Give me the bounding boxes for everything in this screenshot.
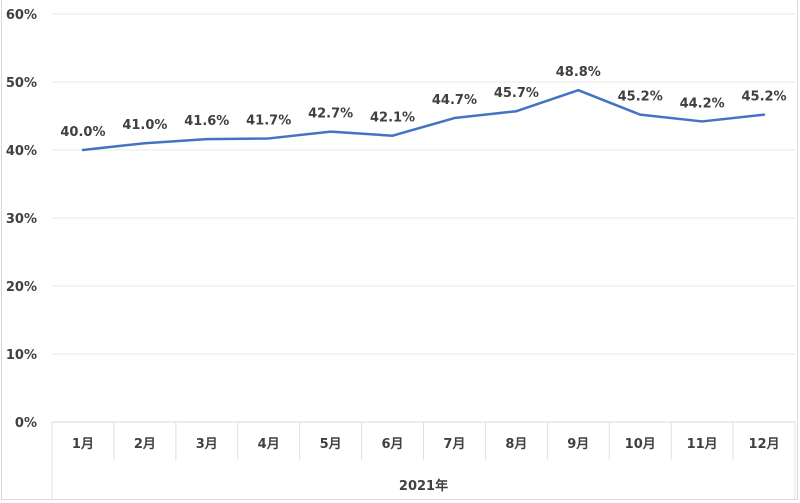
y-tick-label: 20% (6, 280, 37, 295)
data-point (143, 142, 147, 145)
data-label: 41.0% (122, 118, 167, 133)
x-tick-label: 9月 (567, 437, 589, 452)
data-label: 41.7% (246, 113, 291, 128)
series-line (82, 88, 765, 152)
x-tick-label: 5月 (320, 437, 342, 452)
data-label: 45.2% (741, 90, 786, 105)
x-tick-label: 11月 (687, 437, 718, 452)
data-point (81, 148, 85, 152)
data-point (762, 113, 766, 116)
data-label: 45.2% (618, 90, 663, 105)
y-tick-label: 0% (15, 416, 37, 431)
data-point (329, 130, 332, 133)
x-tick-label: 6月 (382, 437, 404, 452)
x-tick-label: 3月 (196, 437, 218, 452)
data-label: 42.7% (308, 107, 353, 122)
y-tick-label: 30% (6, 212, 37, 227)
data-label: 48.8% (556, 65, 601, 80)
data-label: 44.2% (680, 96, 725, 111)
y-tick-label: 10% (6, 348, 37, 363)
x-tick-label: 10月 (625, 437, 656, 452)
data-point (267, 137, 270, 140)
y-tick-label: 50% (6, 76, 37, 91)
data-point (577, 88, 580, 92)
x-group-label: 2021年 (399, 478, 448, 494)
x-tick-label: 7月 (443, 437, 465, 452)
y-tick-label: 40% (6, 144, 37, 159)
data-point (205, 137, 208, 141)
x-tick-label: 12月 (748, 437, 779, 452)
data-point (391, 134, 394, 137)
data-point (453, 116, 456, 120)
data-label: 44.7% (432, 93, 477, 108)
data-point (700, 120, 704, 123)
x-tick-label: 4月 (258, 437, 280, 452)
x-tick-label: 1月 (72, 437, 94, 452)
x-tick-label: 2月 (134, 437, 156, 452)
data-point (639, 113, 642, 116)
data-label: 42.1% (370, 111, 415, 126)
data-label: 40.0% (60, 125, 105, 140)
y-tick-label: 60% (6, 8, 37, 23)
data-label: 45.7% (494, 86, 539, 101)
x-tick-label: 8月 (505, 437, 527, 452)
data-label: 41.6% (184, 114, 229, 129)
data-point (515, 110, 518, 113)
